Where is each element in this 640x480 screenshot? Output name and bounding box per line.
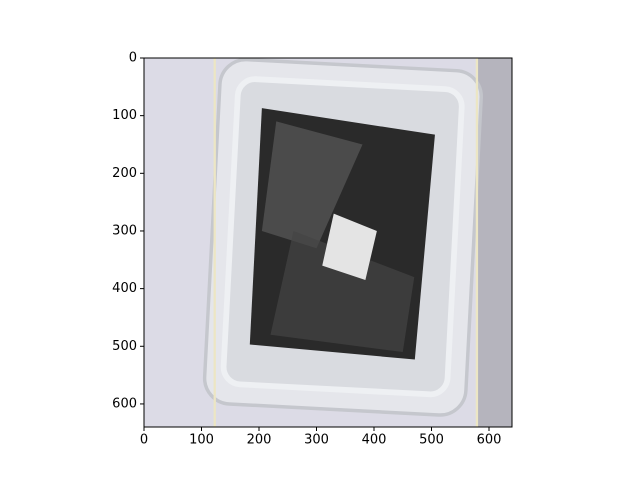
photo (144, 58, 512, 428)
axes-frame (143, 57, 513, 428)
y-tick-label: 0 (129, 51, 137, 66)
x-tick-label: 100 (189, 433, 214, 448)
x-tick-label: 200 (247, 433, 272, 448)
y-tick-label: 400 (112, 281, 137, 296)
y-tick-label: 200 (112, 166, 137, 181)
y-tick-label: 600 (112, 396, 137, 411)
x-tick-label: 500 (419, 433, 444, 448)
x-tick-label: 0 (140, 433, 148, 448)
y-tick-label: 100 (112, 108, 137, 123)
y-tick-label: 300 (112, 223, 137, 238)
x-tick-label: 600 (477, 433, 502, 448)
x-tick-label: 300 (304, 433, 329, 448)
x-tick-label: 400 (362, 433, 387, 448)
y-tick-label: 500 (112, 339, 137, 354)
